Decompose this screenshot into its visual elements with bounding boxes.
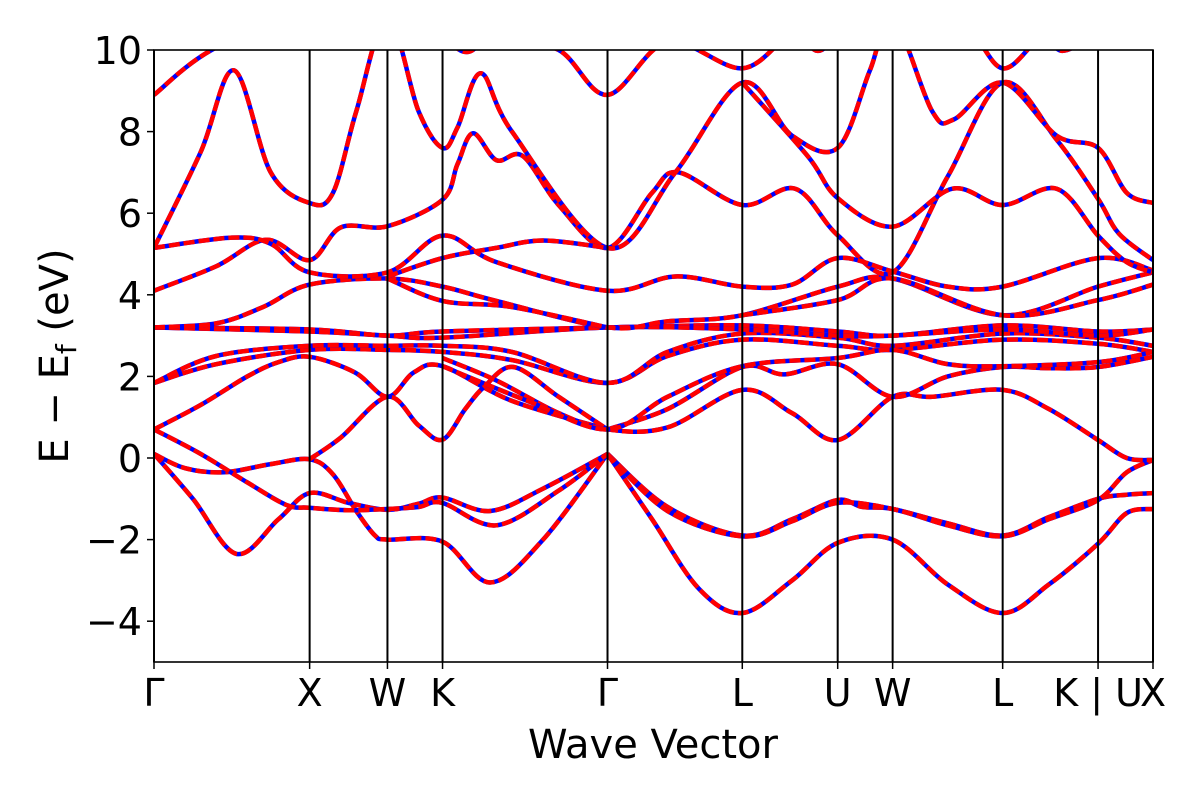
y-tick-label: 8 (118, 111, 142, 155)
y-axis-ticks: −4 −2 0 2 4 6 8 10 (86, 29, 154, 644)
band-20-dashes (154, 50, 1153, 251)
y-tick-label: 0 (118, 437, 142, 481)
band-5-dashes (605, 452, 1153, 616)
band-23-dashes (154, 50, 1074, 98)
bands-group (154, 50, 1153, 616)
band-22-dashes (386, 238, 608, 279)
band-6-dashes (154, 354, 609, 432)
y-axis-label-main: E − E (32, 354, 78, 464)
plot-frame (153, 49, 1154, 663)
y-axis-label: E − Ef (eV) (32, 248, 83, 463)
band-1-dashes (154, 451, 610, 585)
y-tick-label: 4 (118, 274, 142, 318)
y-tick-label: −2 (86, 519, 142, 563)
x-tick-label: K | U (1053, 671, 1143, 716)
x-tick-label: Γ (143, 671, 164, 715)
band-10-dashes (154, 330, 1153, 386)
y-tick-label: 6 (118, 192, 142, 236)
x-tick-label: L (732, 671, 753, 715)
band-14-dashes (154, 324, 1153, 341)
x-tick-label: W (874, 671, 912, 715)
x-tick-label: L (992, 671, 1013, 715)
x-tick-label: W (369, 671, 407, 715)
y-tick-label: 10 (94, 29, 142, 73)
x-tick-label: U (824, 671, 852, 715)
x-tick-label: K (430, 671, 456, 715)
band-1-line (154, 451, 610, 585)
band-5-line (605, 452, 1153, 616)
band-19-dashes (154, 233, 1153, 294)
band-12-dashes (441, 347, 1153, 432)
y-tick-label: 2 (118, 355, 142, 399)
band-2-dashes (154, 427, 609, 528)
x-tick-label: X (297, 671, 323, 715)
y-axis-label-subscript: f (50, 343, 83, 354)
band-7-dashes (308, 364, 609, 462)
band-16-dashes (386, 276, 608, 330)
x-tick-label: X (1140, 671, 1166, 715)
band-4-dashes (605, 452, 1153, 539)
band-11-dashes (606, 354, 1153, 432)
y-tick-label: −4 (86, 600, 142, 644)
band-21-dashes (740, 81, 1153, 275)
y-axis-label-unit: (eV) (32, 248, 78, 344)
x-axis-label: Wave Vector (528, 722, 779, 768)
band-0-dashes (154, 451, 609, 557)
x-tick-label: Γ (597, 671, 618, 715)
